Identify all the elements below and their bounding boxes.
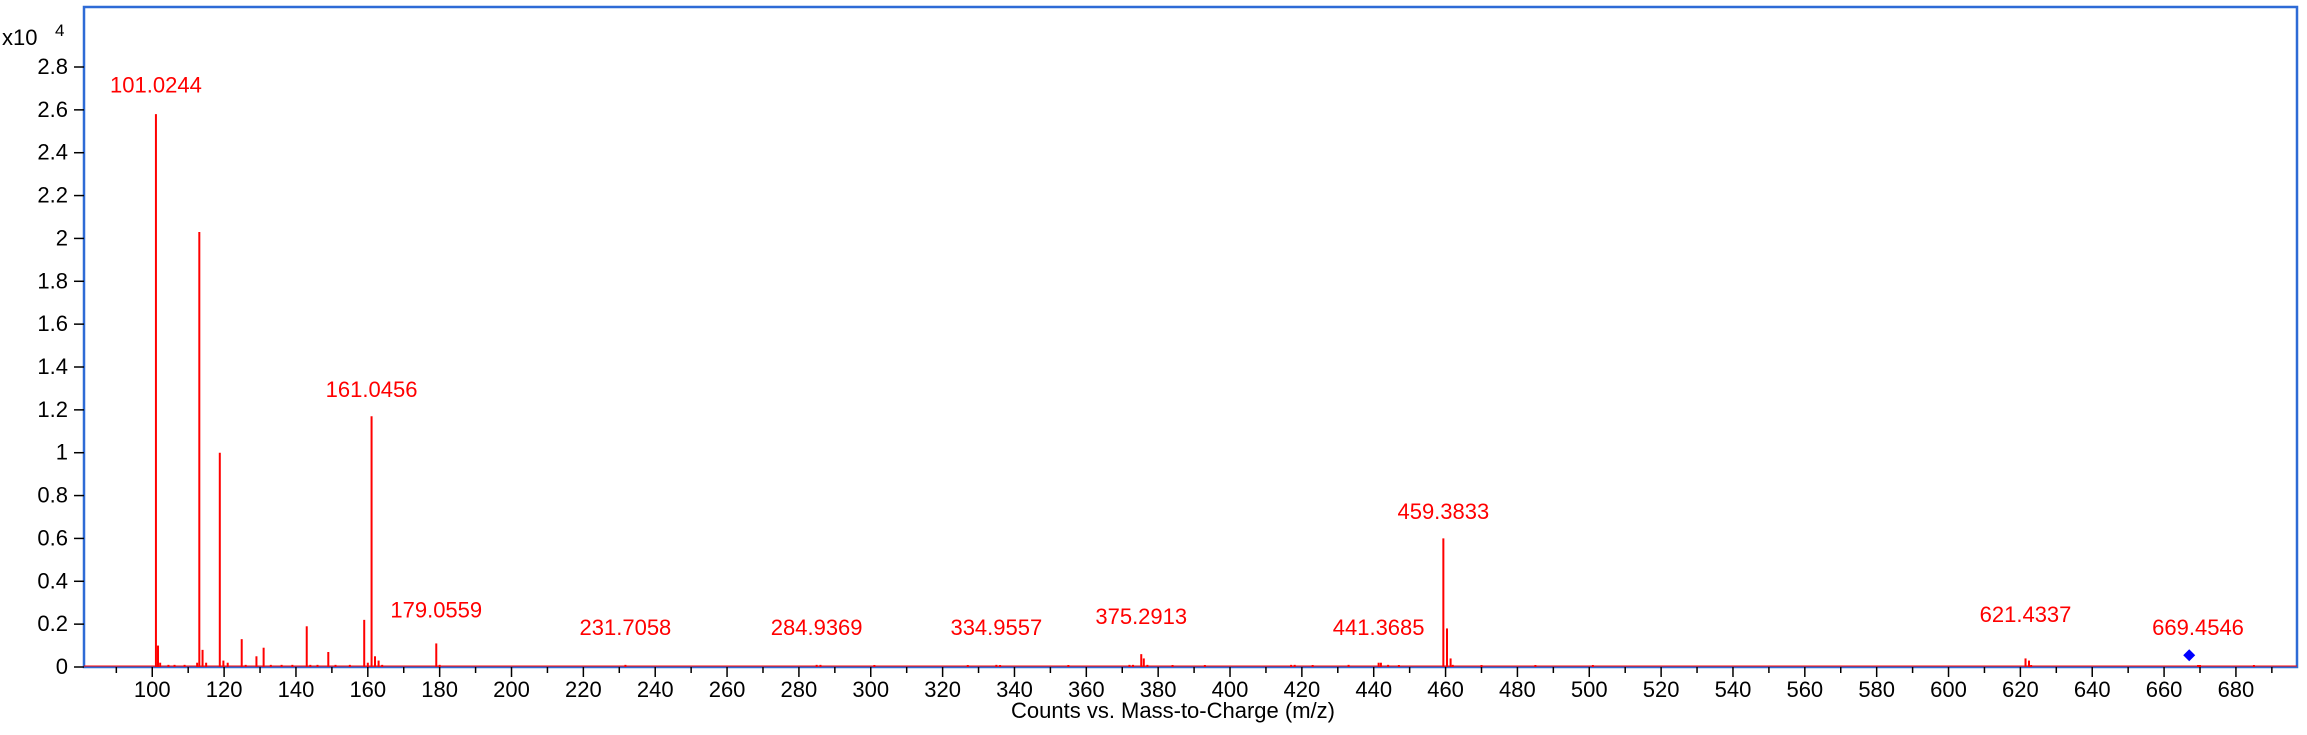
x-tick-label: 360 <box>1068 677 1105 702</box>
x-tick-label: 400 <box>1212 677 1249 702</box>
x-tick-label: 640 <box>2074 677 2111 702</box>
y-tick-label: 1.4 <box>37 354 68 379</box>
x-tick-label: 440 <box>1355 677 1392 702</box>
y-tick-label: 0 <box>56 654 68 679</box>
precursor-marker <box>2183 649 2196 662</box>
y-tick-label: 2.8 <box>37 54 68 79</box>
peak-label: 441.3685 <box>1333 615 1425 640</box>
peak-label: 459.3833 <box>1397 499 1489 524</box>
peak-label: 231.7058 <box>580 615 672 640</box>
y-tick-label: 2.4 <box>37 140 68 165</box>
x-tick-label: 160 <box>349 677 386 702</box>
y-tick-label: 0.8 <box>37 483 68 508</box>
peak-label: 621.4337 <box>1980 602 2072 627</box>
y-axis-exponent: 4 <box>55 21 64 40</box>
x-tick-label: 560 <box>1786 677 1823 702</box>
peak-label: 375.2913 <box>1095 604 1187 629</box>
y-tick-label: 2.2 <box>37 183 68 208</box>
x-tick-label: 200 <box>493 677 530 702</box>
x-tick-label: 460 <box>1427 677 1464 702</box>
x-tick-label: 660 <box>2146 677 2183 702</box>
x-tick-label: 620 <box>2002 677 2039 702</box>
x-tick-label: 420 <box>1284 677 1321 702</box>
peak-label: 179.0559 <box>390 598 482 623</box>
x-axis-label: Counts vs. Mass-to-Charge (m/z) <box>1011 698 1335 723</box>
x-tick-label: 260 <box>709 677 746 702</box>
y-tick-label: 2.6 <box>37 97 68 122</box>
peak-label: 101.0244 <box>110 73 202 98</box>
y-tick-label: 1.6 <box>37 311 68 336</box>
x-tick-label: 540 <box>1715 677 1752 702</box>
y-axis-multiplier: x10 <box>2 25 37 50</box>
y-tick-label: 0.4 <box>37 568 68 593</box>
x-tick-label: 120 <box>206 677 243 702</box>
x-tick-label: 220 <box>565 677 602 702</box>
peak-label: 161.0456 <box>326 377 418 402</box>
x-tick-label: 520 <box>1643 677 1680 702</box>
plot-frame <box>82 5 2299 669</box>
y-tick-label: 1.8 <box>37 268 68 293</box>
x-tick-label: 180 <box>421 677 458 702</box>
x-tick-label: 300 <box>852 677 889 702</box>
x-tick-label: 100 <box>134 677 171 702</box>
y-tick-label: 0.2 <box>37 611 68 636</box>
peak-label: 284.9369 <box>771 615 863 640</box>
x-tick-label: 340 <box>996 677 1033 702</box>
x-tick-label: 580 <box>1858 677 1895 702</box>
y-tick-label: 1 <box>56 440 68 465</box>
peak-label: 334.9557 <box>950 615 1042 640</box>
x-tick-label: 320 <box>924 677 961 702</box>
x-tick-label: 600 <box>1930 677 1967 702</box>
x-tick-label: 280 <box>781 677 818 702</box>
y-tick-label: 0.6 <box>37 525 68 550</box>
x-tick-label: 680 <box>2218 677 2255 702</box>
x-tick-label: 140 <box>278 677 315 702</box>
peak-label: 669.4546 <box>2152 615 2244 640</box>
x-tick-label: 480 <box>1499 677 1536 702</box>
x-tick-label: 380 <box>1140 677 1177 702</box>
y-tick-label: 2 <box>56 225 68 250</box>
x-tick-label: 500 <box>1571 677 1608 702</box>
y-tick-label: 1.2 <box>37 397 68 422</box>
x-tick-label: 240 <box>637 677 674 702</box>
